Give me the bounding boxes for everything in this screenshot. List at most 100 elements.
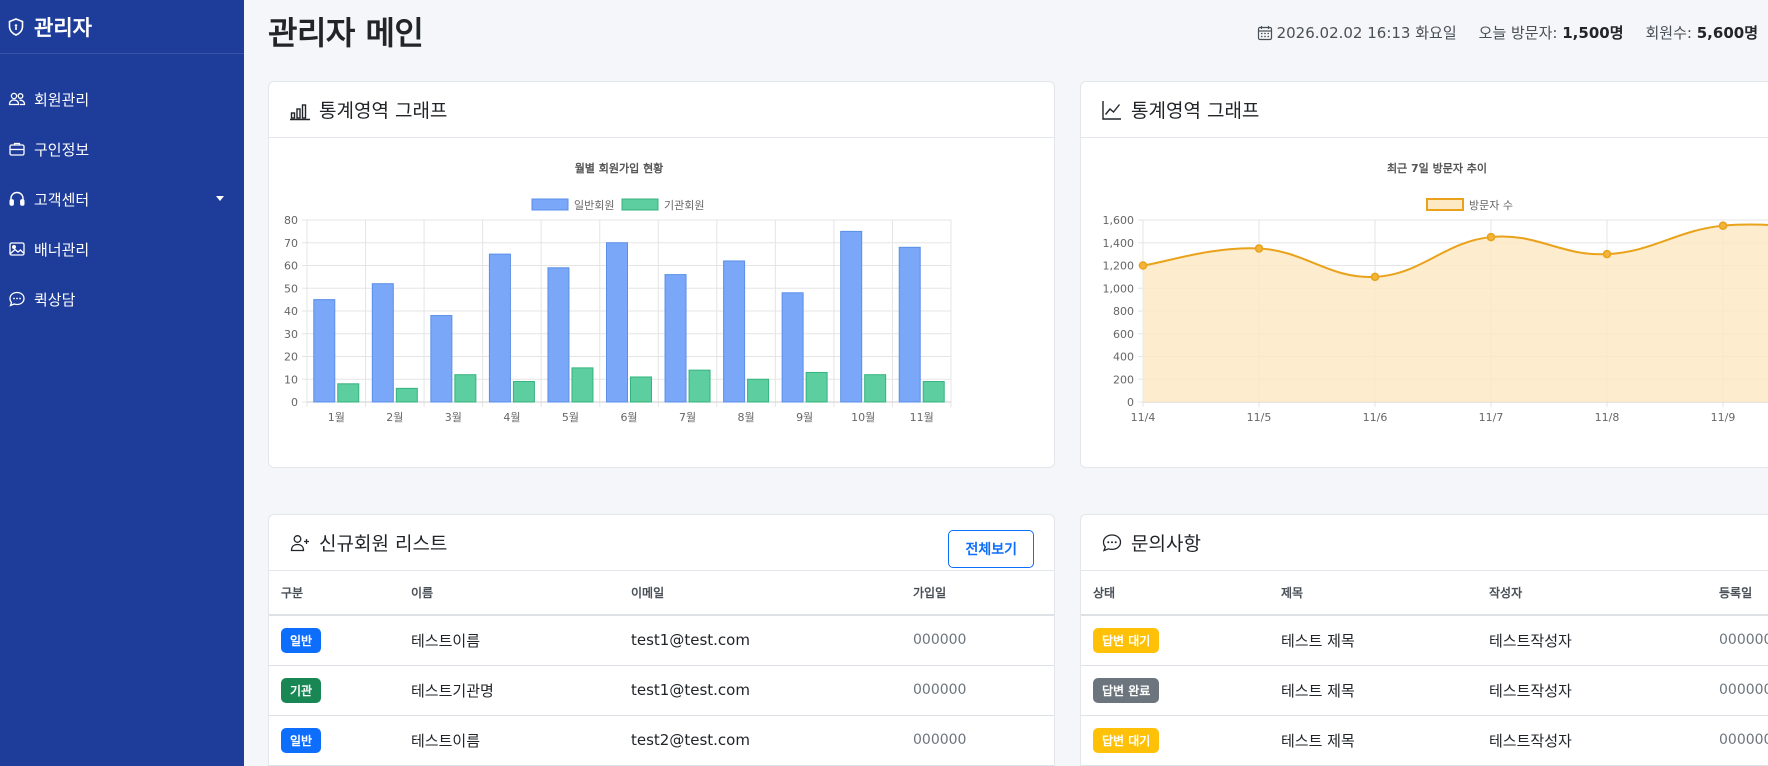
- column-header[interactable]: 가입일: [901, 571, 1054, 616]
- column-header[interactable]: 상태: [1081, 571, 1269, 616]
- sidebar-item-quick-consult[interactable]: 퀵상담: [0, 274, 244, 324]
- inquiry-date: 000000: [1707, 665, 1768, 716]
- member-type-badge: 기관: [281, 677, 322, 703]
- column-header[interactable]: 등록일: [1707, 571, 1768, 616]
- bar: [488, 253, 511, 403]
- bar: [371, 283, 394, 403]
- card-title: 신규회원 리스트: [319, 533, 448, 555]
- sidebar-nav: 회원관리 구인정보 고객센터 배너관리: [0, 74, 244, 324]
- chart-title: 월별 회원가입 현황: [575, 161, 664, 175]
- bar: [430, 315, 453, 403]
- inquiry-date: 000000: [1707, 715, 1768, 766]
- member-type-badge: 일반: [281, 727, 322, 753]
- briefcase-icon: [9, 142, 25, 156]
- y-tick-label: 600: [1113, 328, 1134, 341]
- brand-title: 관리자: [34, 15, 92, 40]
- column-header[interactable]: 이름: [399, 571, 619, 616]
- data-point: [1370, 272, 1380, 282]
- sidebar-item-label: 구인정보: [34, 140, 90, 159]
- legend-label: 일반회원: [574, 198, 614, 212]
- y-tick-label: 30: [284, 328, 298, 341]
- member-join-date: 000000: [901, 665, 1054, 716]
- x-tick-label: 11/7: [1479, 411, 1504, 424]
- bar: [723, 260, 746, 403]
- sidebar-item-support[interactable]: 고객센터: [0, 174, 244, 224]
- table-header-row: 상태 제목 작성자 등록일: [1081, 571, 1768, 616]
- inquiry-author: 테스트작성자: [1477, 665, 1707, 716]
- data-point: [1602, 249, 1612, 259]
- sidebar-item-members[interactable]: 회원관리: [0, 74, 244, 124]
- sidebar-item-banners[interactable]: 배너관리: [0, 224, 244, 274]
- sidebar-item-jobs[interactable]: 구인정보: [0, 124, 244, 174]
- member-name: 테스트이름: [399, 615, 619, 666]
- sidebar-item-label: 고객센터: [34, 190, 90, 209]
- y-tick-label: 20: [284, 351, 298, 364]
- legend-label: 방문자 수: [1469, 199, 1513, 212]
- header-info: 2026.02.02 16:13 화요일 오늘 방문자: 1,500명 회원수:…: [1257, 22, 1758, 43]
- table-row[interactable]: 기관 테스트기관명 test1@test.com 000000: [269, 665, 1054, 716]
- card-header: 통계영역 그래프: [1081, 82, 1768, 138]
- bar: [337, 383, 360, 403]
- x-tick-label: 8월: [738, 411, 755, 424]
- sidebar-item-label: 회원관리: [34, 90, 90, 109]
- member-email: test2@test.com: [619, 715, 901, 766]
- bar: [781, 292, 804, 403]
- card-title: 통계영역 그래프: [1131, 100, 1260, 122]
- x-tick-label: 4월: [503, 411, 520, 424]
- table-header-row: 구분 이름 이메일 가입일: [269, 571, 1054, 616]
- data-point: [1486, 232, 1496, 242]
- view-all-button[interactable]: 전체보기: [948, 530, 1034, 568]
- x-tick-label: 5월: [562, 411, 579, 424]
- bar: [664, 274, 687, 403]
- bar: [898, 246, 921, 403]
- inquiries-card: 문의사항 상태 제목 작성자 등록일 답변 대기 테스트 제목 테스트작성자 0…: [1080, 514, 1768, 766]
- data-point: [1138, 261, 1148, 270]
- legend-swatch: [621, 198, 659, 211]
- bar: [606, 242, 628, 403]
- inquiries-table: 상태 제목 작성자 등록일 답변 대기 테스트 제목 테스트작성자 000000…: [1081, 571, 1768, 766]
- column-header[interactable]: 작성자: [1477, 571, 1707, 616]
- y-tick-label: 400: [1113, 351, 1134, 364]
- column-header[interactable]: 제목: [1269, 571, 1477, 616]
- y-tick-label: 50: [284, 282, 298, 295]
- y-tick-label: 0: [291, 396, 298, 409]
- sidebar-item-label: 퀵상담: [34, 290, 76, 309]
- sidebar: 관리자 회원관리 구인정보 고객센터: [0, 0, 244, 766]
- data-point: [1254, 244, 1264, 253]
- brand[interactable]: 관리자: [0, 0, 244, 54]
- status-badge: 답변 완료: [1093, 677, 1160, 703]
- table-row[interactable]: 일반 테스트이름 test1@test.com 000000: [269, 615, 1054, 666]
- table-row[interactable]: 답변 대기 테스트 제목 테스트작성자 000000: [1081, 615, 1768, 666]
- bar: [512, 381, 535, 403]
- x-tick-label: 10월: [851, 411, 875, 424]
- line-chart-icon: [1102, 100, 1121, 120]
- y-tick-label: 60: [284, 260, 298, 273]
- legend-label: 기관회원: [664, 199, 704, 212]
- new-members-card: 신규회원 리스트 전체보기 구분 이름 이메일 가입일 일반 테스트이름 tes…: [268, 514, 1055, 766]
- sidebar-item-label: 배너관리: [34, 240, 90, 259]
- y-tick-label: 40: [284, 305, 298, 318]
- member-join-date: 000000: [901, 615, 1054, 666]
- member-name: 테스트기관명: [399, 665, 619, 716]
- members-value: 5,600명: [1696, 24, 1758, 42]
- y-tick-label: 1,000: [1103, 282, 1135, 295]
- people-icon: [8, 92, 26, 106]
- bar: [840, 230, 863, 403]
- member-email: test1@test.com: [619, 615, 901, 666]
- x-tick-label: 6월: [620, 411, 637, 424]
- table-row[interactable]: 답변 대기 테스트 제목 테스트작성자 000000: [1081, 715, 1768, 766]
- member-join-date: 000000: [901, 715, 1054, 766]
- x-tick-label: 11/5: [1247, 411, 1272, 424]
- chevron-down-icon[interactable]: [216, 196, 224, 201]
- bar: [395, 387, 418, 403]
- bar: [630, 376, 652, 403]
- visitors-label: 오늘 방문자:: [1478, 24, 1558, 42]
- x-tick-label: 3월: [445, 411, 462, 424]
- line-chart-card: 통계영역 그래프 최근 7일 방문자 추이 방문자 수 0 200 400 600 800 1…: [1080, 81, 1768, 468]
- column-header[interactable]: 구분: [269, 571, 399, 616]
- column-header[interactable]: 이메일: [619, 571, 901, 616]
- legend-swatch: [1426, 198, 1464, 211]
- table-row[interactable]: 답변 완료 테스트 제목 테스트작성자 000000: [1081, 665, 1768, 716]
- bar: [922, 381, 945, 403]
- table-row[interactable]: 일반 테스트이름 test2@test.com 000000: [269, 715, 1054, 766]
